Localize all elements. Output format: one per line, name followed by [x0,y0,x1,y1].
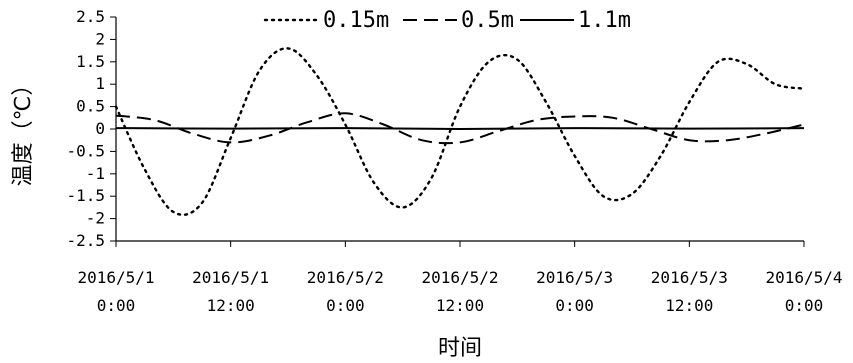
x-tick-date: 2016/5/2 [421,268,498,287]
y-tick-label: -1.5 [66,186,105,205]
x-tick-time: 0:00 [326,296,365,315]
y-axis-ticks: 2.5 2 1.5 1 0.5 0 -0.5 -1 -1.5 -2 -2.5 [66,7,116,250]
x-tick-date: 2016/5/2 [307,268,384,287]
legend-label-3: 1.1m [578,8,631,33]
y-tick-label: 0.5 [76,97,105,116]
series-line-2 [115,112,805,145]
legend: 0.15m 0.5m 1.1m [263,8,631,33]
x-axis-ticks: 2016/5/1 0:00 2016/5/1 12:00 2016/5/2 0:00 201… [77,241,843,315]
y-tick-label: -2.5 [66,231,105,250]
plot-area [114,17,806,242]
x-tick-date: 2016/5/1 [192,268,269,287]
x-tick-time: 0:00 [785,296,824,315]
legend-label-2: 0.5m [461,8,514,33]
y-tick-label: 2 [95,29,105,48]
x-tick-date: 2016/5/4 [765,268,842,287]
y-axis-title: 温度（℃） [11,74,36,187]
x-tick-time: 0:00 [555,296,594,315]
y-tick-label: 0 [95,119,105,138]
y-tick-label: 2.5 [76,7,105,26]
x-tick-time: 12:00 [665,296,713,315]
y-tick-label: -2 [86,209,105,228]
x-tick-date: 2016/5/1 [77,268,154,287]
x-axis-title: 时间 [438,336,482,361]
x-tick-time: 12:00 [436,296,484,315]
legend-label-1: 0.15m [323,8,389,33]
y-tick-label: 1.5 [76,52,105,71]
series-line-1 [114,47,806,216]
x-tick-date: 2016/5/3 [536,268,613,287]
x-tick-time: 0:00 [97,296,136,315]
y-tick-label: 1 [95,74,105,93]
x-tick-time: 12:00 [207,296,255,315]
y-tick-label: -1 [86,164,105,183]
x-tick-date: 2016/5/3 [651,268,728,287]
y-tick-label: -0.5 [66,141,105,160]
series-line-3 [115,127,805,131]
